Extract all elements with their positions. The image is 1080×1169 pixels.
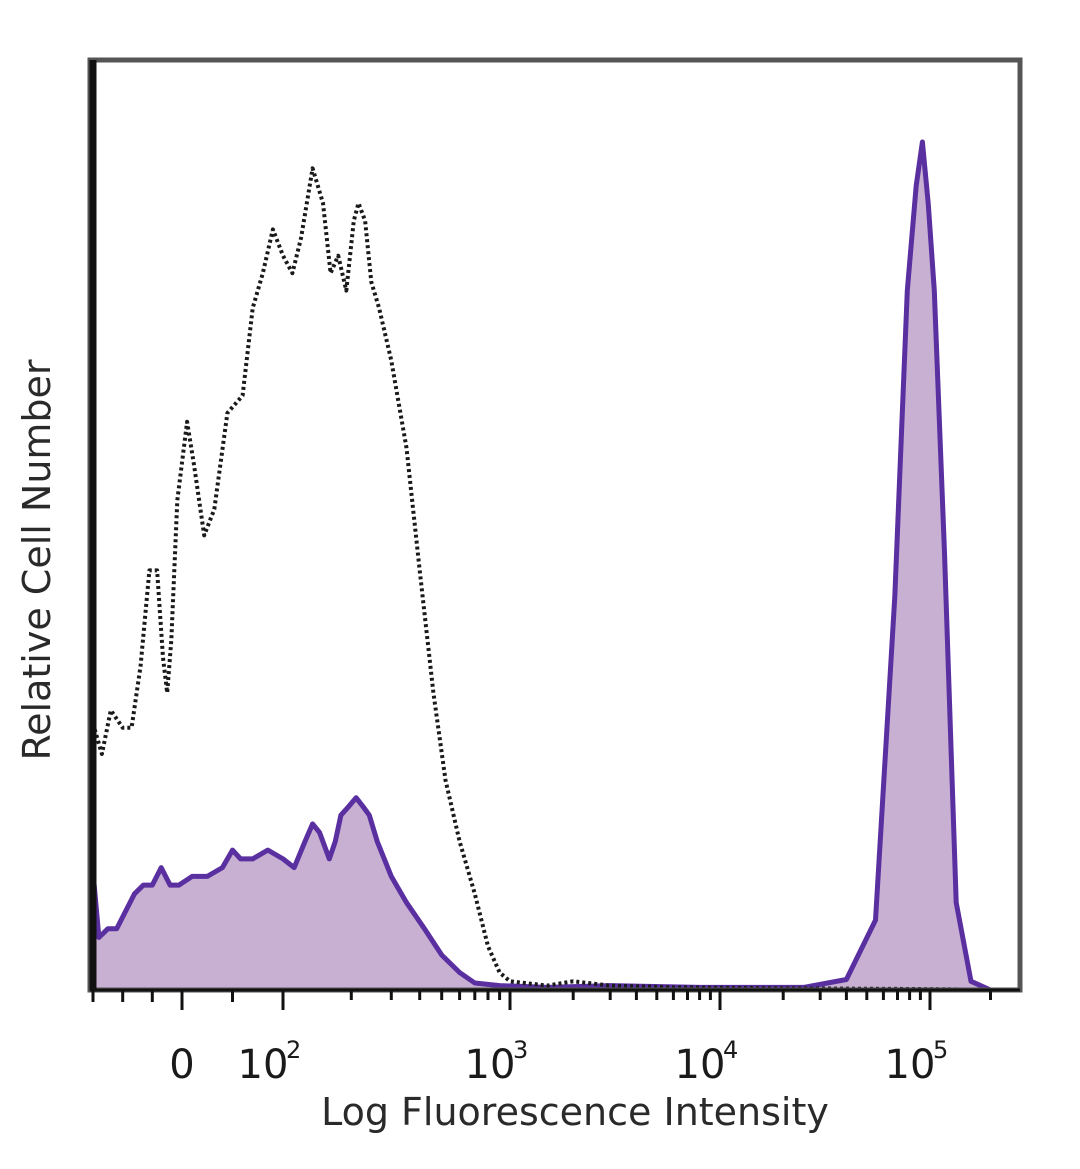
x-tick-label: 104 [675, 1036, 739, 1088]
x-tick-label: 103 [465, 1036, 529, 1088]
x-tick-labels: 0 102 103 104 105 [169, 1036, 948, 1088]
x-axis-title: Log Fluorescence Intensity [321, 1090, 829, 1134]
y-axis-title: Relative Cell Number [15, 359, 59, 760]
x-tick-label-base: 10 [465, 1042, 516, 1088]
x-tick-label-exponent: 3 [513, 1036, 528, 1064]
x-tick-label-base: 10 [675, 1042, 726, 1088]
x-tick-label-exponent: 5 [933, 1036, 948, 1064]
x-tick-label: 0 [169, 1042, 194, 1088]
x-tick-label: 102 [238, 1036, 302, 1088]
x-tick-label-base: 0 [169, 1042, 194, 1088]
x-tick-label-base: 10 [238, 1042, 289, 1088]
x-tick-label-base: 10 [885, 1042, 936, 1088]
x-tick-label-exponent: 2 [286, 1036, 301, 1064]
x-tick-label-exponent: 4 [723, 1036, 738, 1064]
x-axis-ticks [91, 990, 992, 1010]
series-1-fill [93, 142, 1010, 990]
series-0-dotted-outline [91, 166, 1011, 992]
series-layer [90, 139, 1011, 993]
x-tick-label: 105 [885, 1036, 949, 1088]
series-1-outline [90, 139, 1010, 993]
